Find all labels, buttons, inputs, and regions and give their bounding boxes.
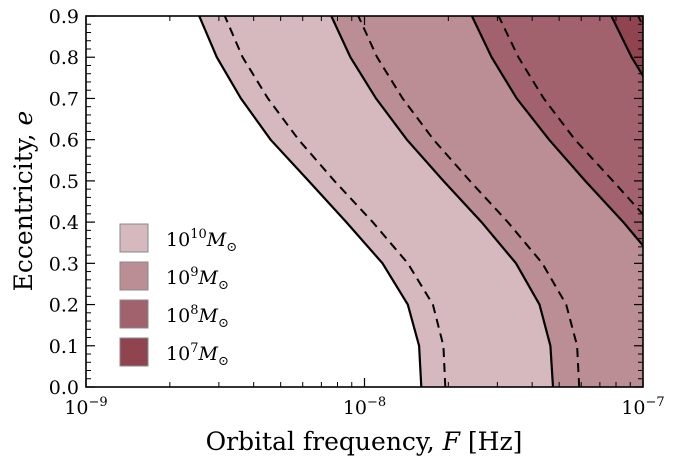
y-tick-label: 0.2 <box>49 295 79 317</box>
x-axis-title: Orbital frequency, F [Hz] <box>206 427 523 456</box>
region-1e8-fill <box>471 16 643 246</box>
y-tick-label: 0.4 <box>49 212 79 234</box>
legend-label-1e7: 107M⊙ <box>166 341 229 369</box>
legend-swatch-1e9 <box>119 261 149 291</box>
y-tick-label: 0.1 <box>49 336 79 358</box>
dashed-line-2 <box>357 16 581 387</box>
legend-swatch-1e10 <box>119 223 149 253</box>
legend: 1010M⊙ 109M⊙ 108M⊙ 107M⊙ <box>119 223 237 369</box>
legend-label-1e9: 109M⊙ <box>166 265 229 293</box>
y-axis-title: Eccentricity, e <box>9 111 38 292</box>
dashed-line-1 <box>223 16 447 387</box>
legend-swatch-1e8 <box>119 299 149 329</box>
x-tick-label: 10−7 <box>621 395 664 419</box>
region-1e10-solid-line <box>198 16 423 387</box>
dashed-line-3 <box>497 16 643 216</box>
y-tick-label: 0.3 <box>49 253 79 275</box>
legend-label-1e8: 108M⊙ <box>166 303 229 331</box>
legend-label-1e10: 1010M⊙ <box>166 227 237 255</box>
axis-ticks: 10−9 10−8 10−7 0.0 0.1 0.2 0.3 0.4 0.5 0.6 0.7 0.8 0… <box>49 6 665 419</box>
region-1e8-solid-line <box>470 16 643 248</box>
solid-boundaries <box>198 16 643 387</box>
region-1e9-solid-line <box>330 16 555 387</box>
dashed-boundaries <box>223 16 643 387</box>
legend-swatch-1e7 <box>119 337 149 367</box>
y-tick-label: 0.8 <box>49 47 79 69</box>
y-tick-label: 0.6 <box>49 130 79 152</box>
y-tick-label: 0.0 <box>49 377 79 399</box>
y-tick-label: 0.5 <box>49 171 79 193</box>
x-tick-label: 10−8 <box>343 395 386 419</box>
y-tick-label: 0.7 <box>49 88 79 110</box>
y-tick-label: 0.9 <box>49 6 79 28</box>
x-tick-label: 10−9 <box>64 395 107 419</box>
region-1e7-solid-line <box>610 16 643 79</box>
